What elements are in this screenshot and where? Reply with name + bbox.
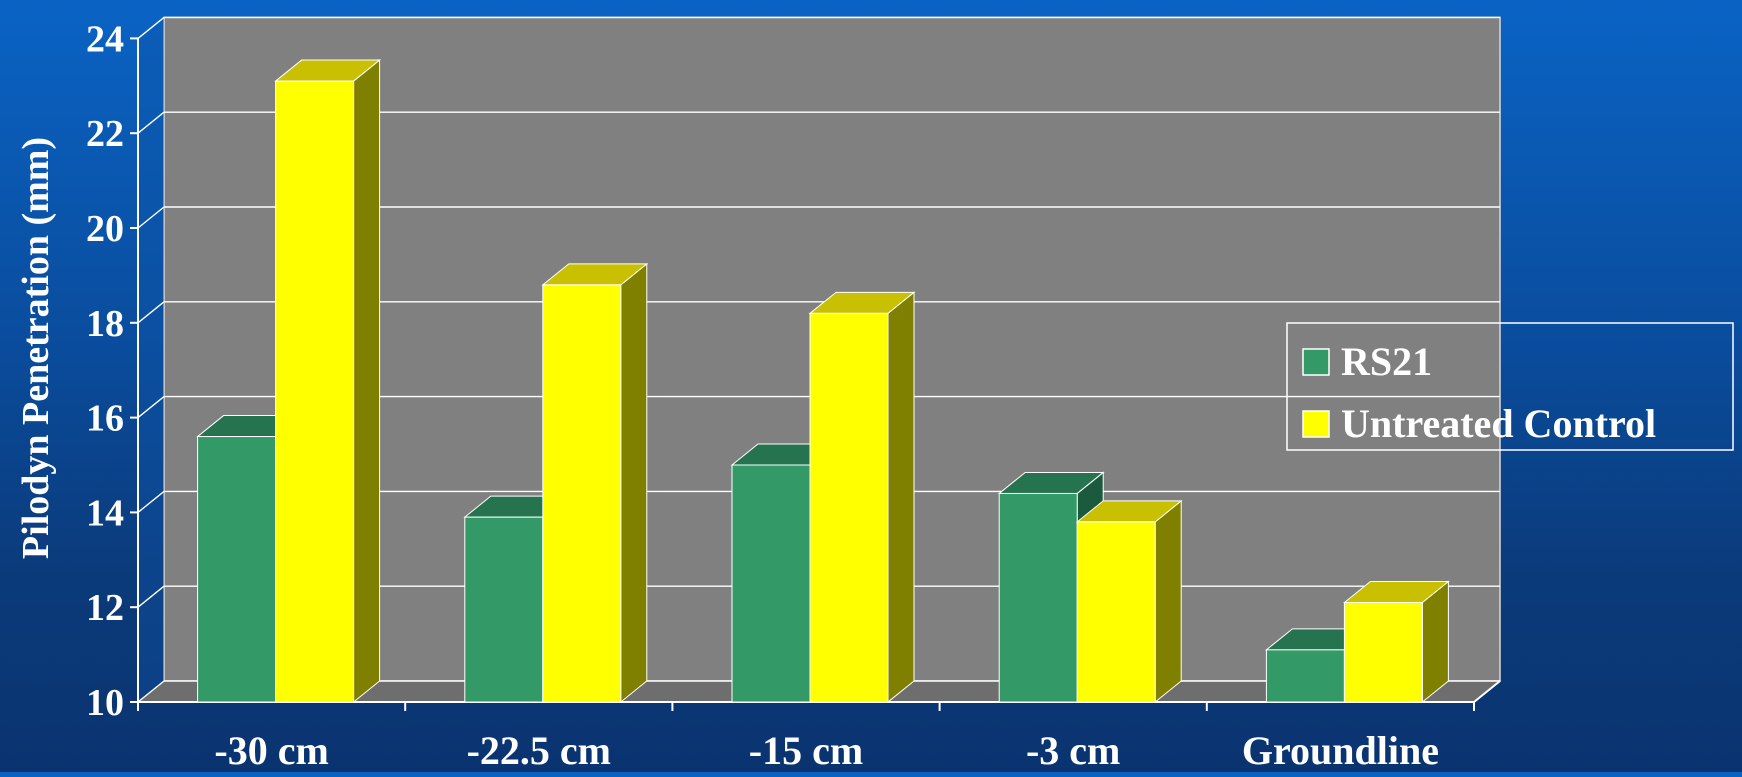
y-tick-label: 12: [86, 587, 124, 629]
bars: [196, 59, 1450, 704]
y-tick-label: 16: [86, 398, 124, 440]
x-tick-label: -22.5 cm: [467, 728, 611, 772]
gridline-depth: [137, 16, 165, 39]
tick-labels: 10 12 14 16 18 20 22 24 -30 cm -22.5 cm -15 cm -3 c…: [86, 18, 1439, 773]
plot-side-wall: [138, 17, 164, 702]
bar-front-face: [275, 80, 355, 703]
bar-front-face: [1343, 601, 1423, 703]
x-axis-depth-line: [1473, 680, 1501, 703]
legend-swatch-untreated-control: [1302, 410, 1330, 438]
bar-front-face: [1265, 649, 1345, 703]
bar-side-face: [1154, 499, 1182, 704]
bar-front-face: [1076, 521, 1156, 703]
legend: RS21 Untreated Control: [1286, 322, 1734, 451]
bar-untreated-control: [274, 59, 382, 704]
y-tick-label: 18: [86, 303, 124, 345]
bar-side-face: [620, 262, 648, 704]
y-tick-label: 22: [86, 113, 124, 155]
y-tick-label: 20: [86, 208, 124, 250]
gridline-depth: [137, 680, 165, 703]
bar-front-face: [809, 312, 889, 703]
bar-side-face: [887, 291, 915, 704]
gridline-depth: [137, 585, 165, 608]
bar-front-face: [197, 436, 277, 703]
legend-label: RS21: [1341, 339, 1432, 384]
y-axis-label: Pilodyn Penetration (mm): [15, 137, 57, 559]
bar-side-face: [353, 59, 381, 704]
gridline-depth: [137, 111, 165, 134]
y-tick-label: 14: [86, 492, 124, 534]
bar-front-face: [464, 516, 544, 703]
bar-untreated-control: [1342, 580, 1450, 704]
x-tick-label: Groundline: [1242, 728, 1439, 772]
x-tick-label: -15 cm: [749, 728, 863, 772]
bar-untreated-control: [541, 262, 649, 704]
gridline-depth: [137, 396, 165, 419]
gridline-depth: [137, 206, 165, 229]
x-tick-label: -3 cm: [1026, 728, 1120, 772]
bar-front-face: [998, 492, 1078, 703]
y-tick-label: 10: [86, 682, 124, 724]
bar-front-face: [542, 284, 622, 703]
y-tick-label: 24: [86, 18, 124, 60]
bar-front-face: [731, 464, 811, 703]
legend-swatch-rs21: [1302, 348, 1330, 376]
gridline-depth: [137, 301, 165, 324]
bar-untreated-control: [808, 291, 916, 704]
bar-untreated-control: [1075, 499, 1183, 704]
gridline-depth: [137, 490, 165, 513]
x-tick-label: -30 cm: [214, 728, 328, 772]
legend-label: Untreated Control: [1341, 401, 1656, 446]
legend-box: [1286, 322, 1734, 451]
